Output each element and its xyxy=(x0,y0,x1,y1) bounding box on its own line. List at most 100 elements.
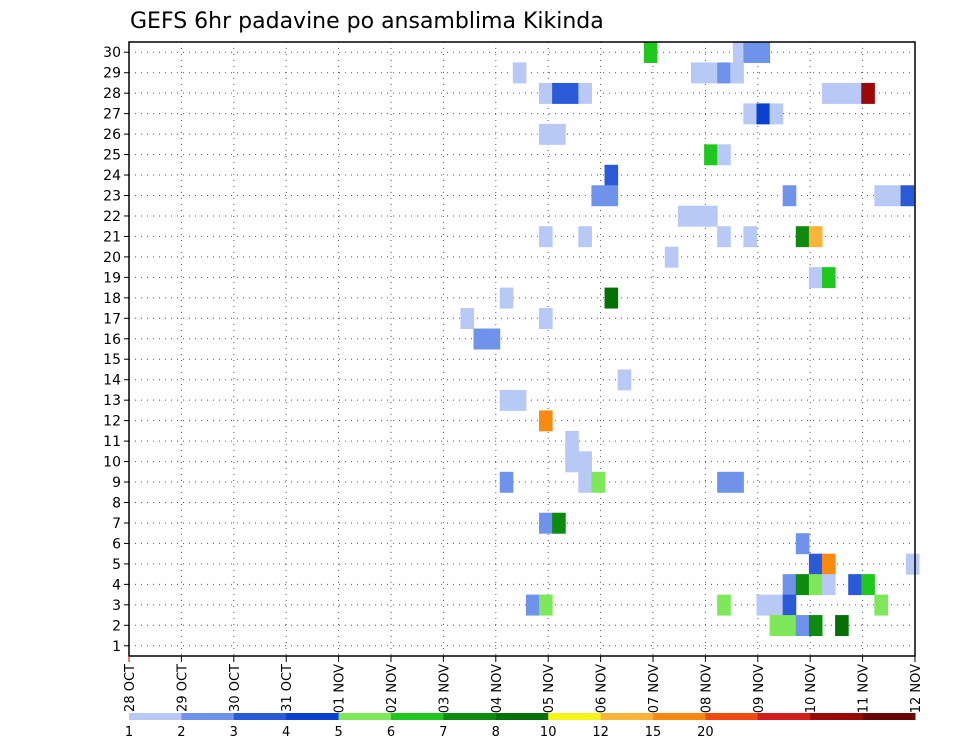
data-cell xyxy=(795,574,810,596)
data-cell xyxy=(499,471,514,493)
y-tick-label: 12 xyxy=(103,414,121,430)
y-tick-label: 5 xyxy=(112,557,121,573)
y-tick-label: 21 xyxy=(103,229,121,245)
data-cell xyxy=(565,430,579,452)
y-tick-label: 25 xyxy=(103,148,121,164)
data-cell xyxy=(486,328,501,350)
x-tick-label: 03 NOV xyxy=(437,664,452,713)
y-tick-label: 26 xyxy=(103,127,121,143)
data-cell xyxy=(690,62,705,84)
x-tick-label: 06 NOV xyxy=(595,664,610,713)
legend-swatch xyxy=(810,713,864,720)
legend-swatch xyxy=(653,713,706,720)
y-tick-label: 3 xyxy=(112,598,121,614)
data-cell xyxy=(578,451,592,473)
x-tick-label: 01 NOV xyxy=(333,664,348,713)
legend-label: 3 xyxy=(230,725,238,740)
data-cell xyxy=(808,553,823,575)
data-cell xyxy=(499,287,514,309)
data-cell xyxy=(717,226,731,248)
data-cell xyxy=(795,533,810,555)
data-cell xyxy=(808,226,823,248)
data-cell xyxy=(717,471,731,493)
data-cell xyxy=(821,553,836,575)
data-cell xyxy=(782,185,797,207)
x-axis: 28 OCT 29 OCT 30 OCT 31 OCT 01 NOV 02 NOV 03 N… xyxy=(123,656,924,713)
chart-title: GEFS 6hr padavine po ansamblima Kikinda xyxy=(130,9,604,34)
data-cell xyxy=(565,451,579,473)
data-cell xyxy=(743,42,757,63)
data-cell xyxy=(591,471,606,493)
data-cell xyxy=(539,82,553,104)
data-cell xyxy=(782,615,797,637)
data-cell xyxy=(732,42,747,63)
data-cell xyxy=(552,512,566,534)
data-cell xyxy=(539,594,553,616)
y-tick-label: 30 xyxy=(103,45,121,61)
y-tick-label: 1 xyxy=(112,639,121,655)
x-tick-label: 29 OCT xyxy=(175,664,190,712)
legend-label: 5 xyxy=(334,725,342,740)
data-cell xyxy=(848,82,862,104)
data-cell xyxy=(704,205,718,227)
y-tick-label: 10 xyxy=(103,455,121,471)
y-tick-label: 6 xyxy=(112,536,121,552)
data-cell xyxy=(743,226,757,248)
data-cell xyxy=(565,82,579,104)
data-cell xyxy=(690,205,705,227)
data-cell xyxy=(769,103,784,125)
data-cell xyxy=(604,287,619,309)
data-cell xyxy=(643,42,658,63)
data-cell xyxy=(717,594,731,616)
data-cell xyxy=(861,82,875,104)
data-cell xyxy=(808,615,823,637)
data-cell xyxy=(756,103,771,125)
y-tick-label: 13 xyxy=(103,393,121,409)
data-cell xyxy=(874,185,888,207)
data-cell xyxy=(835,82,849,104)
color-legend: 1 2 3 4 5 6 7 8 10 12 15 20 xyxy=(125,713,916,740)
x-tick-label: 02 NOV xyxy=(385,664,400,713)
data-cell xyxy=(512,62,527,84)
data-cell xyxy=(887,185,902,207)
y-tick-label: 23 xyxy=(103,189,121,205)
x-tick-label: 31 OCT xyxy=(280,664,295,712)
legend-label: 20 xyxy=(697,725,714,740)
y-tick-label: 16 xyxy=(103,332,121,348)
data-cell xyxy=(730,62,744,84)
legend-swatch xyxy=(705,713,759,720)
y-tick-label: 7 xyxy=(112,516,121,532)
y-tick-label: 20 xyxy=(103,250,121,266)
legend-swatch xyxy=(862,713,916,720)
data-cell xyxy=(578,82,592,104)
data-cell xyxy=(664,246,679,268)
data-cell xyxy=(512,389,527,411)
x-tick-label: 07 NOV xyxy=(647,664,662,713)
x-tick-label: 11 NOV xyxy=(857,664,872,713)
data-cell xyxy=(717,62,731,84)
data-cell xyxy=(808,574,823,596)
y-tick-label: 8 xyxy=(112,496,121,512)
data-cell xyxy=(743,103,757,125)
legend-swatch xyxy=(600,713,654,720)
legend-label: 6 xyxy=(387,725,395,740)
data-cell xyxy=(821,267,836,289)
data-cell xyxy=(795,226,810,248)
x-tick-label: 08 NOV xyxy=(699,664,714,713)
data-cell xyxy=(821,574,836,596)
data-cell xyxy=(539,226,553,248)
data-cell xyxy=(821,82,836,104)
x-tick-label: 05 NOV xyxy=(542,664,557,713)
data-cell xyxy=(905,553,920,575)
x-tick-label: 12 NOV xyxy=(909,664,924,713)
data-cell xyxy=(730,471,744,493)
legend-swatch xyxy=(443,713,497,720)
y-axis: 1234567891011121314151617181920212223242… xyxy=(103,45,129,655)
data-cell xyxy=(782,574,797,596)
y-tick-label: 14 xyxy=(103,373,121,389)
data-cell xyxy=(473,328,488,350)
data-cell xyxy=(539,410,553,432)
y-tick-label: 28 xyxy=(103,86,121,102)
data-cell xyxy=(604,164,619,186)
